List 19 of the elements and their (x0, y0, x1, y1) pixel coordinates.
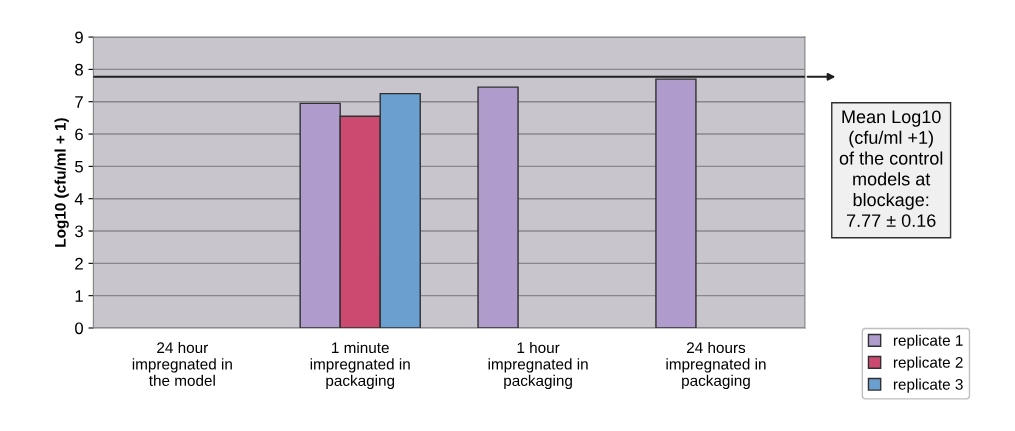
y-tick-label: 5 (75, 160, 83, 173)
x-tick-label: 1 minute impregnated in packaging (310, 341, 410, 390)
x-tick-label: 1 hour impregnated in packaging (488, 341, 588, 390)
x-tick-label: 24 hours impregnated in packaging (666, 341, 766, 390)
y-tick-label: 4 (74, 193, 84, 205)
y-axis-title: Log10 (cfu/ml + 1) (54, 118, 69, 247)
y-tick-label: 2 (75, 257, 83, 270)
y-tick-label: 1 (75, 290, 83, 302)
legend-label: replicate 3 (893, 378, 963, 393)
y-tick-label: 6 (75, 128, 83, 141)
y-tick-label: 0 (75, 322, 84, 335)
y-tick-label: 3 (75, 225, 83, 238)
y-tick-label: 8 (75, 63, 83, 76)
legend-label: replicate 1 (893, 334, 963, 349)
y-tick-label: 9 (75, 31, 83, 44)
legend-label: replicate 2 (893, 356, 963, 371)
ref-line-label: Mean Log10 (cfu/ml +1) of the control models at blockage: 7.77 ± 0.16 (839, 110, 943, 227)
y-tick-label: 7 (75, 96, 83, 108)
x-tick-label: 24 hour impregnated in the model (132, 341, 232, 387)
